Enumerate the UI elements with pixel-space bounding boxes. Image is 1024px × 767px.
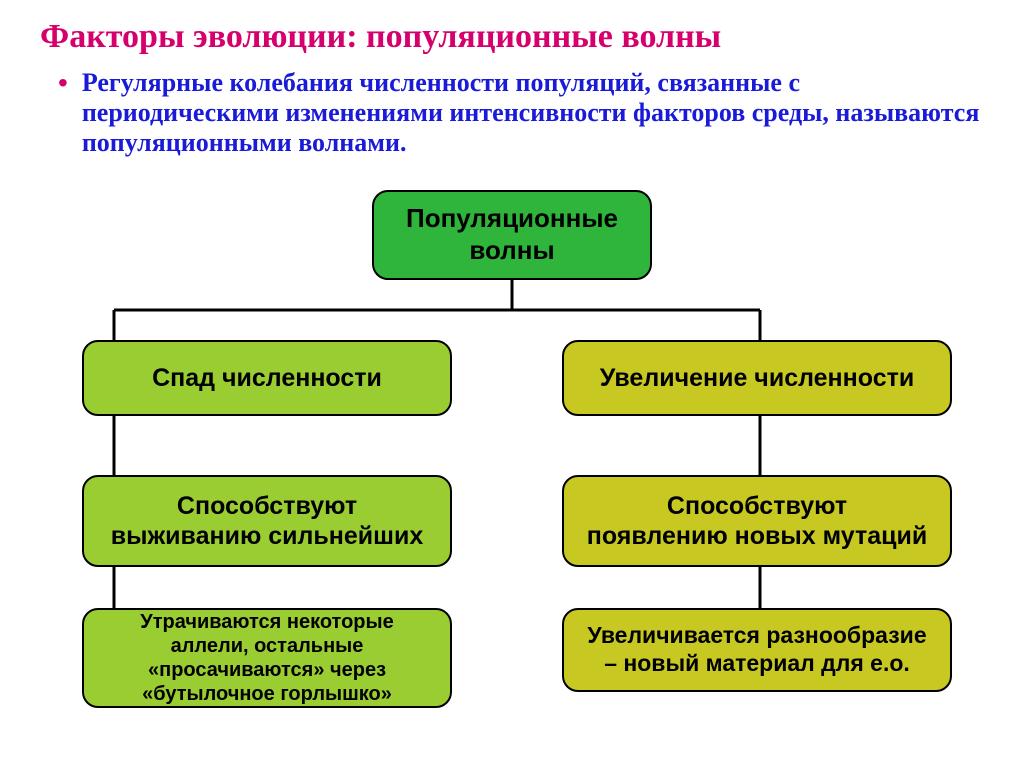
box-left3: Утрачиваются некоторые аллели, остальные… bbox=[82, 608, 452, 708]
page-title: Факторы эволюции: популяционные волны bbox=[40, 18, 984, 56]
box-left2: Способствуютвыживанию сильнейших bbox=[82, 475, 452, 567]
diagram-container: Популяционныеволны Спад численности Увел… bbox=[52, 190, 972, 710]
bullet-dot: • bbox=[58, 68, 68, 98]
box-right1: Увеличение численности bbox=[562, 340, 952, 416]
box-root: Популяционныеволны bbox=[372, 190, 652, 280]
subtitle-text: Регулярные колебания численности популяц… bbox=[82, 68, 984, 158]
box-right3: Увеличивается разнообразие– новый матери… bbox=[562, 608, 952, 692]
box-left1: Спад численности bbox=[82, 340, 452, 416]
box-right2: Способствуютпоявлению новых мутаций bbox=[562, 475, 952, 567]
subtitle-row: • Регулярные колебания численности попул… bbox=[58, 68, 984, 158]
